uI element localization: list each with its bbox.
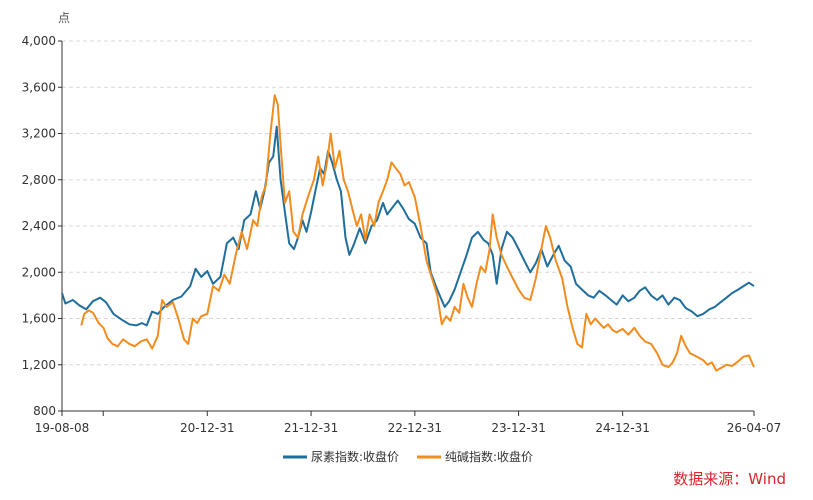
y-tick-label: 2,400 — [22, 219, 56, 233]
y-tick-label: 3,600 — [22, 80, 56, 94]
series-line — [61, 125, 755, 327]
legend: 尿素指数:收盘价 纯碱指数:收盘价 — [283, 449, 533, 464]
legend-label: 尿素指数:收盘价 — [311, 449, 399, 464]
x-tick-label: 22-12-31 — [388, 421, 442, 435]
x-tick-label: 26-04-07 — [727, 421, 781, 435]
y-tick-label: 800 — [33, 404, 56, 418]
y-tick-label: 1,200 — [22, 358, 56, 372]
series-lines — [61, 94, 755, 372]
y-tick-label: 2,800 — [22, 173, 56, 187]
x-tick-label: 24-12-31 — [595, 421, 649, 435]
series-line — [80, 94, 755, 372]
y-tick-label: 1,600 — [22, 312, 56, 326]
y-tick-label: 3,200 — [22, 127, 56, 141]
grid-lines — [62, 40, 754, 366]
y-tick-label: 2,000 — [22, 265, 56, 279]
x-tick-label: 23-12-31 — [491, 421, 545, 435]
x-tick-label: 21-12-31 — [284, 421, 338, 435]
data-source-note: 数据来源：Wind — [673, 470, 786, 488]
y-axis-unit: 点 — [58, 11, 70, 25]
y-tick-label: 4,000 — [22, 34, 56, 48]
axes: 4,000 3,600 3,200 2,800 2,400 2,000 1,600 1,200… — [22, 34, 782, 435]
x-tick-label: 19-08-08 — [35, 421, 89, 435]
legend-label: 纯碱指数:收盘价 — [445, 449, 533, 464]
x-tick-label: 20-12-31 — [180, 421, 234, 435]
